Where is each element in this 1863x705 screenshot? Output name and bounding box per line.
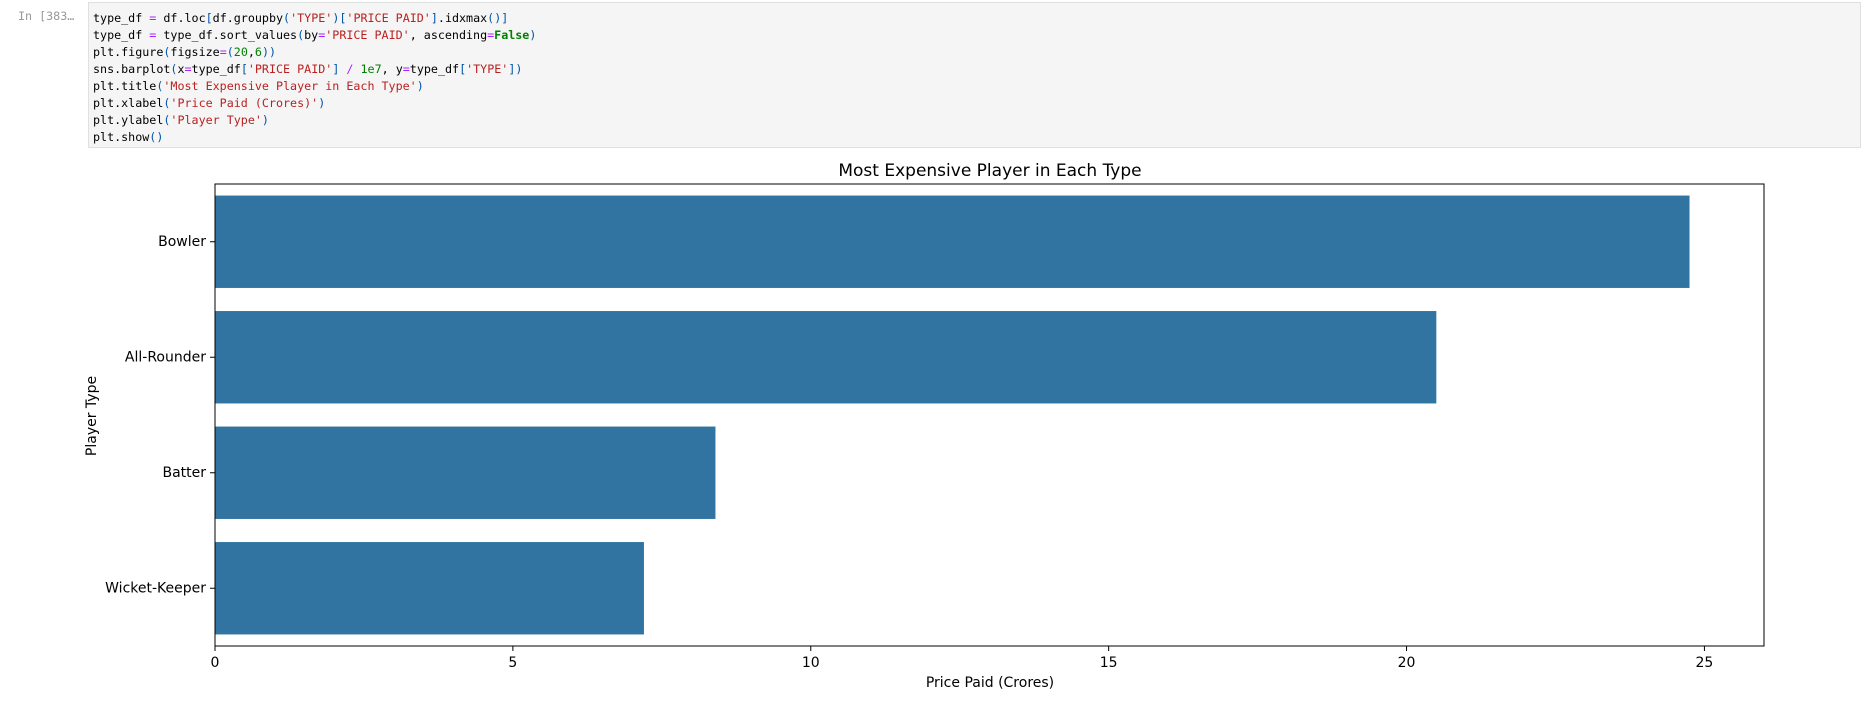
y-axis-label: Player Type [84,376,100,456]
x-tick-label: 10 [802,655,820,671]
bar [215,426,716,519]
y-tick-label: Batter [162,465,206,481]
x-tick-label: 20 [1398,655,1416,671]
bar [215,542,644,635]
y-tick-label: Wicket-Keeper [105,580,206,596]
x-tick-label: 25 [1696,655,1714,671]
code-line: plt.ylabel('Player Type') [93,113,269,127]
code-line: plt.xlabel('Price Paid (Crores)') [93,96,326,110]
x-axis-label: Price Paid (Crores) [926,675,1054,691]
code-line: sns.barplot(x=type_df['PRICE PAID'] / 1e… [93,62,523,76]
code-line: plt.figure(figsize=(20,6)) [93,45,277,59]
code-line: type_df = df.loc[df.groupby('TYPE')['PRI… [93,11,509,25]
x-tick-label: 0 [211,655,220,671]
cell-prompt: In [383… [18,9,75,23]
x-tick-label: 15 [1100,655,1118,671]
code-line: type_df = type_df.sort_values(by='PRICE … [93,28,537,42]
chart-title: Most Expensive Player in Each Type [838,161,1141,181]
bar [215,311,1437,404]
code-line: plt.show() [93,130,164,144]
x-tick-label: 5 [508,655,517,671]
code-line: plt.title('Most Expensive Player in Each… [93,79,424,93]
bar [215,195,1690,288]
axes-frame [214,183,1765,647]
y-tick-label: Bowler [158,234,206,250]
code-cell[interactable]: type_df = df.loc[df.groupby('TYPE')['PRI… [88,2,1861,148]
y-tick-label: All-Rounder [125,349,206,365]
